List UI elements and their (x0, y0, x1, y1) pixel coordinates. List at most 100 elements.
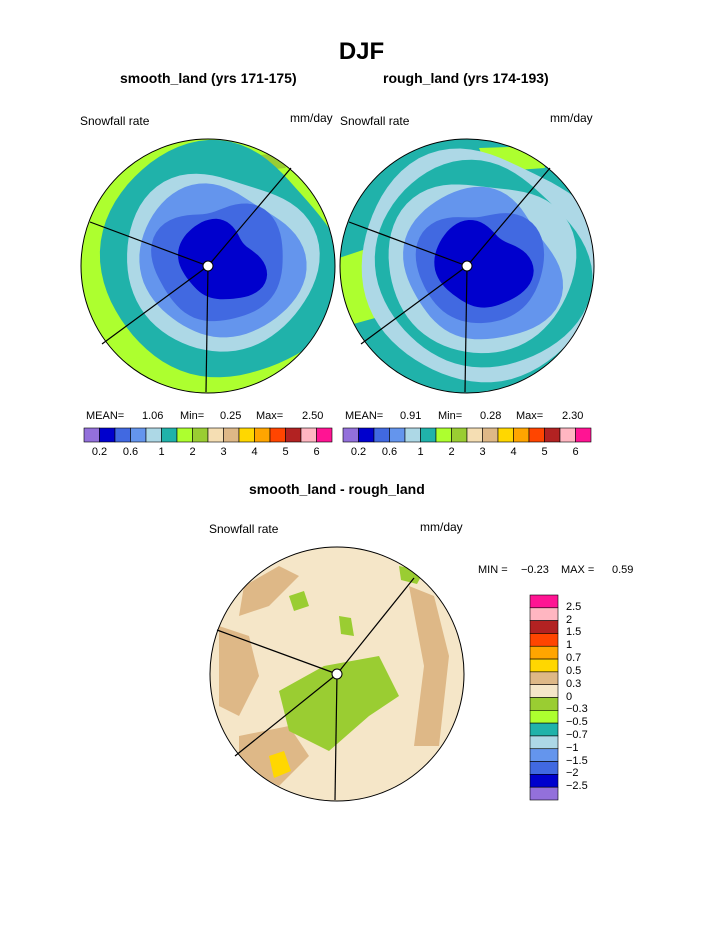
panel1-meridian-line (207, 167, 292, 267)
panel1-colorbar-swatch (145, 427, 162, 443)
panel2-colorbar-swatch (544, 427, 561, 443)
panel3-colorbar-swatch (529, 684, 559, 698)
panel3-colorbar-swatch (529, 748, 559, 762)
panel3-max-value: 0.59 (612, 564, 634, 576)
panel1-max-value: 2.50 (302, 410, 324, 422)
panel3-max-label: MAX = (561, 564, 595, 576)
colorbar-tick-label: −2.5 (566, 780, 588, 793)
panel3-colorbar-swatch (529, 722, 559, 737)
colorbar-tick-label: −1.5 (566, 754, 588, 767)
panel1-colorbar-swatch (254, 427, 271, 443)
colorbar-tick-label: 1 (566, 639, 573, 652)
panel1-map-boundary (80, 138, 336, 394)
panel3-title: smooth_land - rough_land (249, 481, 425, 497)
panel1-colorbar-swatch (300, 427, 317, 443)
panel1-max-label: Max= (256, 410, 284, 422)
colorbar-tick-label: −0.5 (566, 716, 588, 729)
panel2-meridian-line (464, 265, 468, 393)
panel1-colorbar-swatch (316, 427, 333, 443)
panel2-mean-value: 0.91 (400, 410, 422, 422)
colorbar-tick-label: 0.7 (566, 652, 582, 665)
colorbar-tick-label: −0.7 (566, 728, 588, 741)
colorbar-tick-label: −0.3 (566, 703, 588, 716)
colorbar-tick-label: 3 (479, 446, 486, 458)
panel3-difference-patch (339, 616, 354, 636)
panel2-map-boundary (339, 138, 595, 394)
panel3-colorbar-swatch (529, 594, 559, 609)
panel1-meridian-line (89, 221, 209, 267)
colorbar-tick-label: 2 (189, 446, 196, 458)
panel1-colorbar-swatch (238, 427, 255, 443)
colorbar-tick-label: 1.5 (566, 626, 582, 639)
colorbar-tick-label: 0.2 (350, 446, 367, 458)
colorbar-tick-label: 5 (282, 446, 289, 458)
colorbar-tick-label: 0.3 (566, 677, 582, 690)
panel2-colorbar-swatch (513, 427, 530, 443)
panel3-pole-marker (331, 668, 343, 680)
panel2-colorbar-swatch (389, 427, 406, 443)
panel3-difference-patch (409, 586, 449, 746)
panel2-colorbar-swatch (528, 427, 545, 443)
colorbar-tick-label: 0.2 (91, 446, 108, 458)
panel1-mean-label: MEAN= (86, 410, 125, 422)
colorbar-tick-label: 4 (251, 446, 258, 458)
colorbar-tick-label: 0.5 (566, 664, 582, 677)
panel1-meridian-line (101, 265, 209, 345)
colorbar-tick-label: 6 (313, 446, 320, 458)
panel2-colorbar-swatch (420, 427, 437, 443)
panel2-colorbar-swatch (497, 427, 514, 443)
panel1-colorbar-swatch (83, 427, 100, 443)
panel1-polar-map (80, 138, 336, 394)
panel2-colorbar-swatch (466, 427, 483, 443)
panel3-colorbar-swatch (529, 697, 559, 711)
panel3-difference-patch (269, 751, 291, 778)
colorbar-tick-label: 3 (220, 446, 227, 458)
panel1-variable-label: Snowfall rate (80, 114, 150, 128)
colorbar-tick-label: 0.6 (381, 446, 398, 458)
panel3-meridian-line (336, 577, 415, 675)
panel1-colorbar-swatch (114, 427, 131, 443)
panel2-meridian-line (360, 265, 468, 345)
panel1-mean-value: 1.06 (142, 410, 164, 422)
colorbar-tick-label: 6 (572, 446, 579, 458)
panel2-max-value: 2.30 (562, 410, 584, 422)
panel1-colorbar-swatch (176, 427, 193, 443)
panel2-colorbar-swatch (373, 427, 390, 443)
colorbar-tick-label: 2.5 (566, 600, 582, 613)
panel3-colorbar-swatch (529, 607, 559, 621)
panel2-colorbar-swatch (482, 427, 499, 443)
panel2-min-label: Min= (438, 410, 463, 422)
panel2-field (340, 139, 594, 393)
panel1-min-value: 0.25 (220, 410, 242, 422)
panel1-colorbar (83, 427, 333, 443)
panel1-min-label: Min= (180, 410, 205, 422)
colorbar-tick-label: 1 (417, 446, 424, 458)
colorbar-tick-label: 0.6 (122, 446, 139, 458)
panel2-contour-band (434, 220, 534, 308)
panel3-meridian-line (234, 673, 338, 757)
panel2-pole-marker (461, 260, 473, 272)
colorbar-tick-label: 5 (541, 446, 548, 458)
panel2-colorbar-swatch (435, 427, 452, 443)
panel2-polar-map (339, 138, 595, 394)
panel1-field (81, 139, 335, 393)
panel2-variable-label: Snowfall rate (340, 114, 410, 128)
panel3-colorbar-swatch (529, 633, 559, 647)
panel3-units-label: mm/day (420, 520, 463, 534)
panel3-min-value: −0.23 (521, 564, 549, 576)
panel1-colorbar-swatch (223, 427, 240, 443)
colorbar-tick-label: 2 (448, 446, 455, 458)
panel3-min-label: MIN = (478, 564, 508, 576)
panel2-title: rough_land (yrs 174-193) (383, 70, 549, 86)
panel2-units-label: mm/day (550, 111, 593, 125)
panel2-colorbar-swatch (342, 427, 359, 443)
panel3-meridian-line (334, 673, 338, 801)
page-title: DJF (338, 38, 385, 65)
colorbar-tick-label: 1 (158, 446, 165, 458)
panel1-title: smooth_land (yrs 171-175) (120, 70, 297, 86)
panel1-colorbar-swatch (207, 427, 224, 443)
colorbar-tick-label: 4 (510, 446, 517, 458)
panel3-difference-patch (289, 591, 309, 611)
panel2-colorbar-swatch (358, 427, 375, 443)
